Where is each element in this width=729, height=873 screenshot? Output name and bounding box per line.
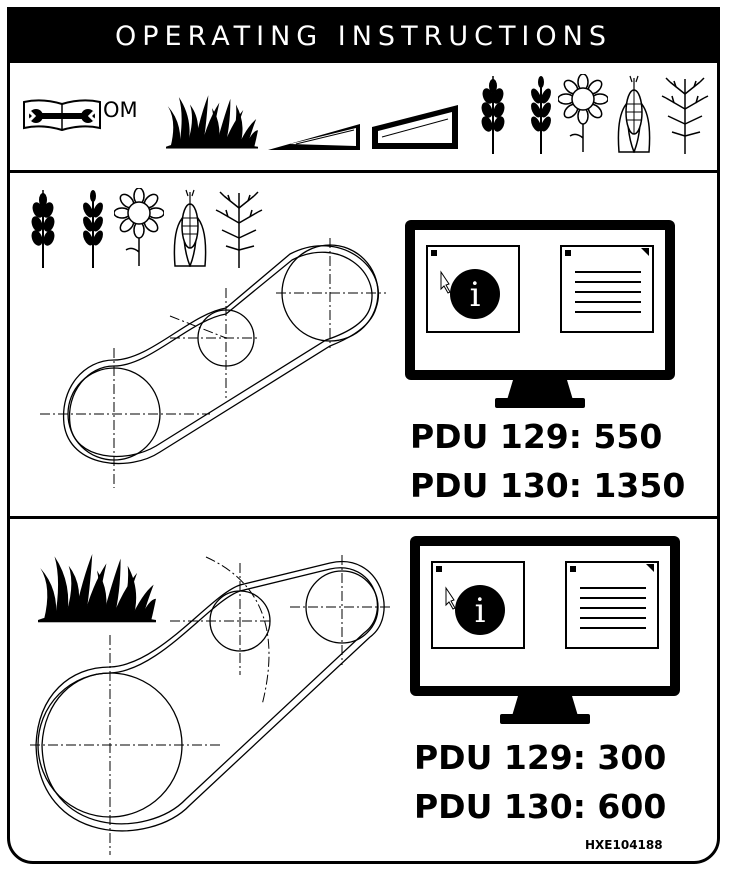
grass-icon	[166, 92, 258, 150]
plant-icon	[660, 74, 710, 154]
operator-manual-wrench-icon	[23, 99, 101, 132]
belt-diagram-icon	[30, 555, 390, 855]
divider-middle	[10, 516, 717, 519]
title-bar: OPERATING INSTRUCTIONS	[10, 10, 717, 63]
belt-diagram-icon	[40, 238, 386, 488]
part-code: HXE104188	[585, 838, 663, 852]
large-wedge-icon	[372, 105, 458, 149]
instruction-label	[7, 7, 720, 864]
pdu-130-value: PDU 130: 1350	[410, 466, 686, 505]
pdu-129-value: PDU 129: 300	[414, 738, 667, 777]
monitor-icon	[410, 536, 680, 726]
page-title: OPERATING INSTRUCTIONS	[114, 21, 612, 52]
corn-icon	[614, 74, 654, 154]
barley-icon	[526, 74, 556, 154]
pdu-130-value: PDU 130: 600	[414, 787, 667, 826]
monitor-icon	[405, 220, 675, 410]
small-wedge-icon	[268, 124, 360, 150]
wheat-icon	[478, 74, 508, 154]
divider-top	[10, 170, 717, 173]
pdu-129-value: PDU 129: 550	[410, 417, 663, 456]
sunflower-icon	[558, 74, 608, 154]
om-label: OM	[103, 98, 138, 122]
